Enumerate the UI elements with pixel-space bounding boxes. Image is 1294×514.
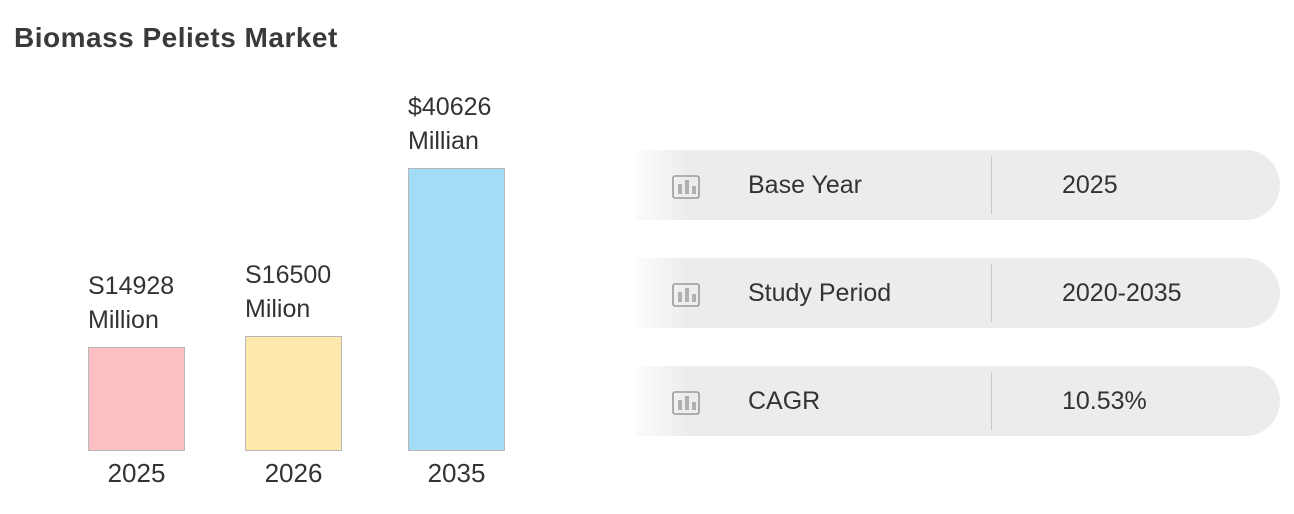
chart-title: Biomass Peliets Market bbox=[14, 22, 338, 53]
value-label: S16500 Milion bbox=[245, 261, 332, 324]
info-row: Study Period 2020-2035 bbox=[636, 258, 1280, 328]
bar bbox=[245, 336, 342, 451]
divider bbox=[991, 372, 992, 430]
row-icon bbox=[672, 391, 700, 415]
divider bbox=[991, 264, 992, 322]
divider bbox=[991, 156, 992, 214]
info-row: Base Year 2025 bbox=[636, 150, 1280, 220]
row-icon bbox=[672, 283, 700, 307]
info-label: Study Period bbox=[748, 279, 892, 307]
info-value: 10.53% bbox=[1062, 387, 1147, 415]
row-icon bbox=[672, 175, 700, 199]
info-row: CAGR 10.53% bbox=[636, 366, 1280, 436]
info-value: 2025 bbox=[1062, 171, 1118, 199]
x-tick-label: 2026 bbox=[264, 458, 323, 488]
info-value: 2020-2035 bbox=[1062, 279, 1182, 307]
x-tick-label: 2025 bbox=[107, 458, 166, 488]
x-tick-label: 2035 bbox=[427, 458, 486, 488]
bar bbox=[88, 347, 185, 451]
info-label: CAGR bbox=[748, 387, 821, 415]
value-label: S14928 Million bbox=[88, 272, 175, 335]
bar bbox=[408, 168, 505, 451]
info-label: Base Year bbox=[748, 171, 862, 199]
value-label: $40626 Millian bbox=[408, 93, 492, 155]
